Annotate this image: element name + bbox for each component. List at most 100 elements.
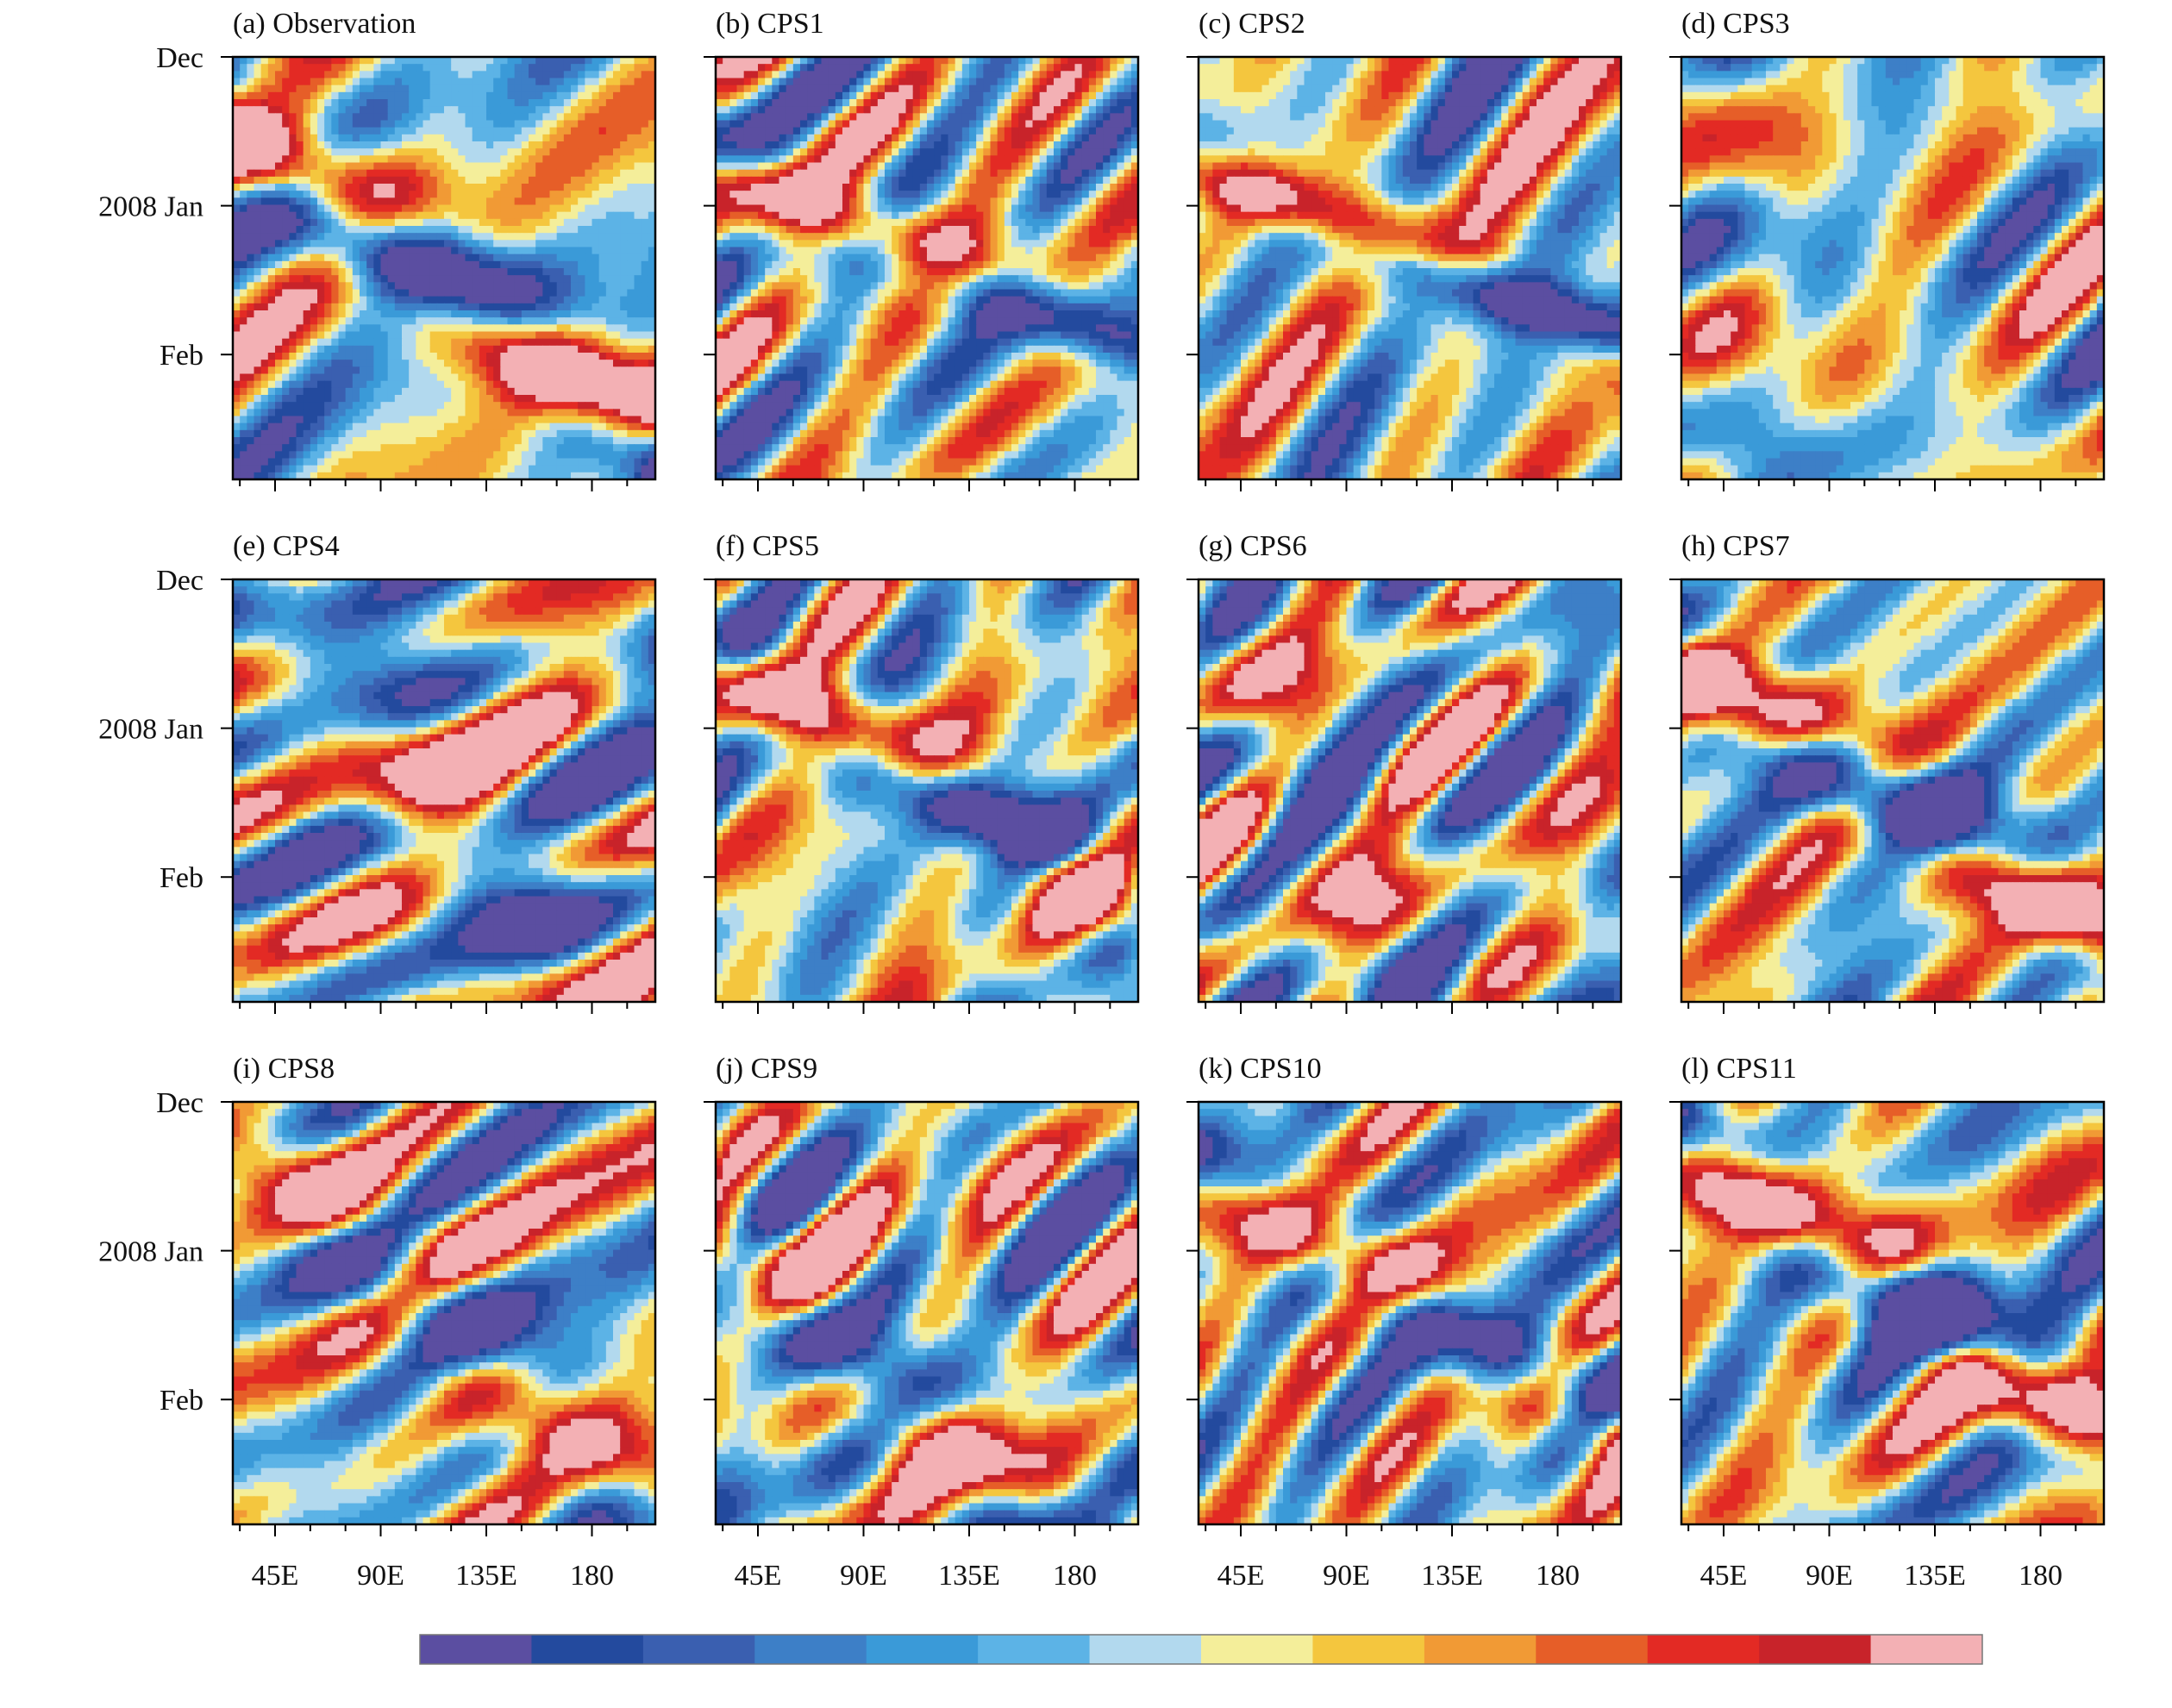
- heatmap-cell: [388, 57, 396, 65]
- heatmap-cell: [535, 92, 543, 100]
- heatmap-cell: [466, 78, 473, 86]
- heatmap-cell: [585, 106, 592, 114]
- heatmap-cell: [346, 71, 354, 78]
- heatmap-cell: [500, 155, 508, 163]
- heatmap-cell: [304, 155, 311, 163]
- heatmap-cell: [508, 155, 516, 163]
- heatmap-cell: [423, 99, 431, 107]
- heatmap-cell: [508, 106, 516, 114]
- heatmap-cell: [613, 71, 621, 78]
- heatmap-cell: [479, 135, 487, 142]
- heatmap-cell: [473, 128, 480, 135]
- heatmap-cell: [304, 106, 311, 114]
- heatmap-cell: [297, 121, 304, 128]
- heatmap-cell: [550, 135, 558, 142]
- heatmap-cell: [606, 106, 614, 114]
- heatmap-cell: [381, 113, 389, 121]
- heatmap-cell: [451, 92, 459, 100]
- heatmap-cell: [304, 113, 311, 121]
- heatmap-cell: [564, 113, 572, 121]
- heatmap-cell: [247, 99, 254, 107]
- heatmap-cell: [240, 135, 247, 142]
- heatmap-cell: [635, 121, 642, 128]
- heatmap-cell: [268, 121, 276, 128]
- heatmap-cell: [346, 135, 354, 142]
- heatmap-cell: [247, 78, 254, 86]
- heatmap-cell: [466, 128, 473, 135]
- heatmap-cell: [423, 141, 431, 149]
- heatmap-cell: [493, 64, 501, 72]
- heatmap-cell: [578, 78, 585, 86]
- heatmap-cell: [642, 57, 649, 65]
- heatmap-cell: [275, 106, 283, 114]
- heatmap-cell: [423, 155, 431, 163]
- heatmap-cell: [522, 148, 529, 156]
- heatmap-cell: [466, 148, 473, 156]
- heatmap-cell: [240, 71, 247, 78]
- heatmap-cell: [592, 64, 600, 72]
- heatmap-cell: [289, 121, 297, 128]
- heatmap-cell: [366, 99, 374, 107]
- heatmap-cell: [486, 85, 494, 93]
- heatmap-cell: [402, 141, 410, 149]
- heatmap-cell: [606, 71, 614, 78]
- heatmap-cell: [360, 141, 367, 149]
- heatmap-cell: [606, 155, 614, 163]
- heatmap-cell: [508, 121, 516, 128]
- heatmap-cell: [388, 78, 396, 86]
- heatmap-cell: [578, 141, 585, 149]
- heatmap-cell: [395, 57, 403, 65]
- heatmap-cell: [486, 57, 494, 65]
- heatmap-cell: [268, 71, 276, 78]
- heatmap-cell: [317, 71, 325, 78]
- heatmap-cell: [535, 148, 543, 156]
- heatmap-cell: [557, 99, 565, 107]
- heatmap-cell: [324, 148, 332, 156]
- heatmap-cell: [254, 135, 262, 142]
- heatmap-cell: [627, 155, 635, 163]
- heatmap-cell: [466, 113, 473, 121]
- heatmap-cell: [557, 141, 565, 149]
- heatmap-cell: [508, 148, 516, 156]
- heatmap-cell: [366, 135, 374, 142]
- heatmap-cell: [247, 163, 254, 171]
- heatmap-cell: [268, 163, 276, 171]
- heatmap-cell: [373, 85, 381, 93]
- heatmap-cell: [240, 78, 247, 86]
- heatmap-cell: [402, 148, 410, 156]
- heatmap-cell: [381, 106, 389, 114]
- heatmap-cell: [268, 106, 276, 114]
- heatmap-cell: [353, 135, 360, 142]
- heatmap-cell: [466, 135, 473, 142]
- heatmap-cell: [473, 121, 480, 128]
- heatmap-cell: [331, 92, 339, 100]
- heatmap-cell: [642, 128, 649, 135]
- heatmap-cell: [233, 106, 241, 114]
- heatmap-cell: [240, 85, 247, 93]
- heatmap-cell: [268, 148, 276, 156]
- heatmap-cell: [635, 71, 642, 78]
- heatmap-cell: [282, 78, 290, 86]
- heatmap-cell: [620, 92, 628, 100]
- heatmap-cell: [331, 64, 339, 72]
- heatmap-cell: [353, 163, 360, 171]
- heatmap-cell: [473, 148, 480, 156]
- heatmap-cell: [627, 64, 635, 72]
- heatmap-cell: [620, 121, 628, 128]
- heatmap-cell: [395, 128, 403, 135]
- heatmap-cell: [557, 71, 565, 78]
- heatmap-cell: [373, 64, 381, 72]
- heatmap-cell: [366, 57, 374, 65]
- heatmap-cell: [381, 64, 389, 72]
- heatmap-cell: [297, 141, 304, 149]
- heatmap-cell: [535, 128, 543, 135]
- heatmap-cell: [458, 92, 466, 100]
- heatmap-cell: [339, 155, 347, 163]
- heatmap-cell: [353, 99, 360, 107]
- heatmap-cell: [254, 148, 262, 156]
- heatmap-cell: [353, 106, 360, 114]
- heatmap-cell: [620, 128, 628, 135]
- heatmap-cell: [535, 135, 543, 142]
- heatmap-cell: [535, 113, 543, 121]
- heatmap-cell: [388, 121, 396, 128]
